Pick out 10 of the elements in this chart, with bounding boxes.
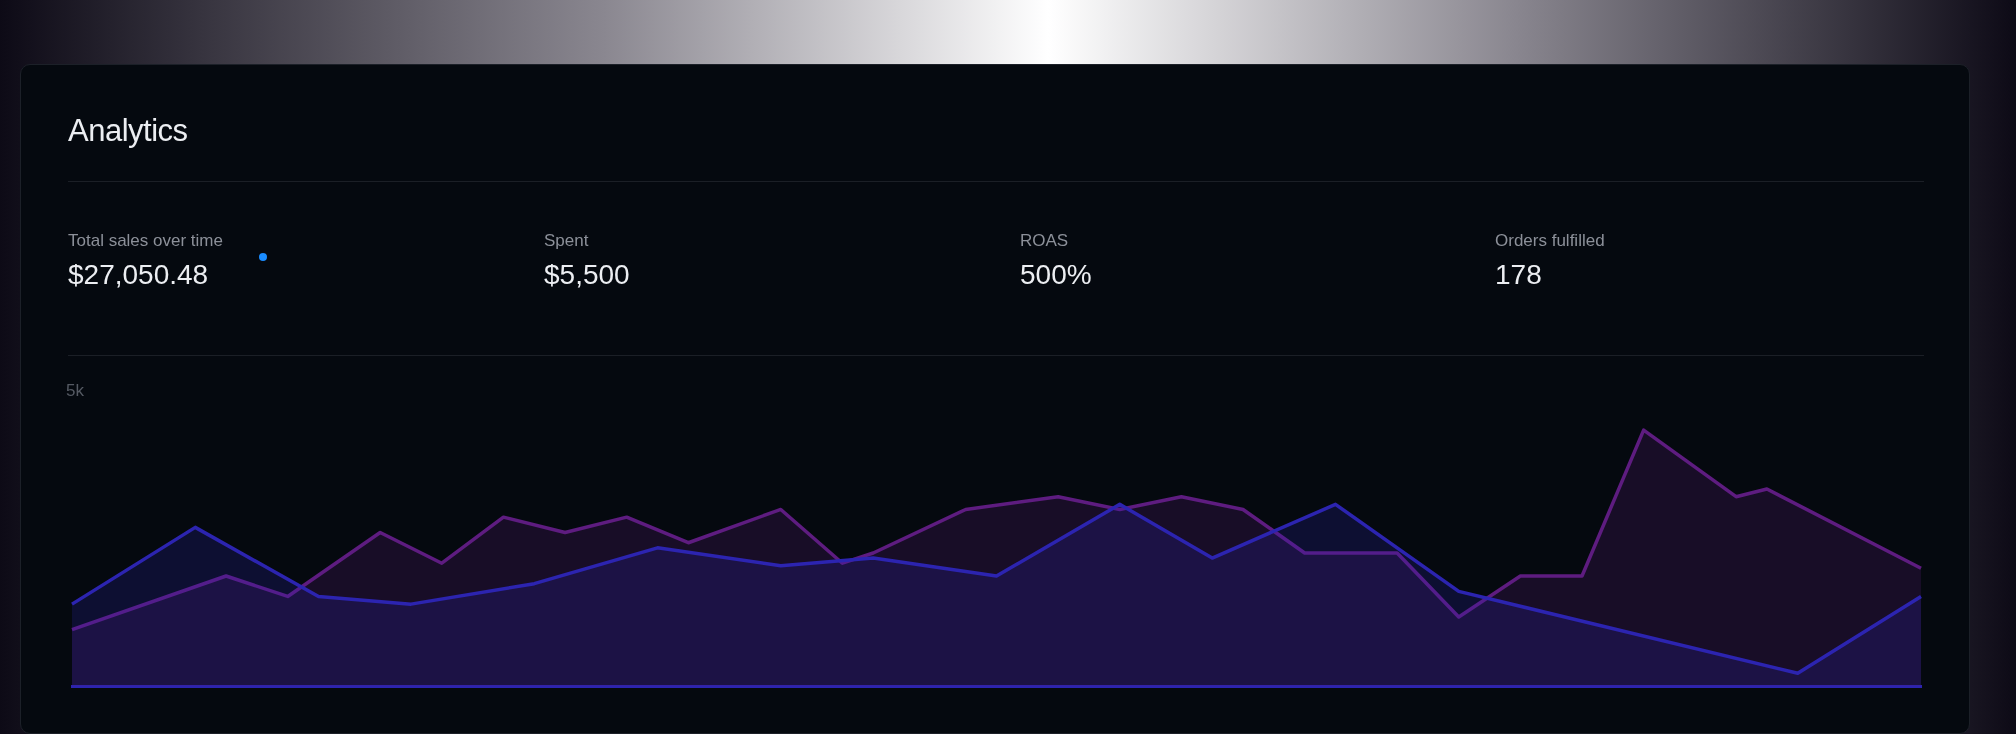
chart-title: Analytics [68, 113, 188, 149]
text: 5k [66, 381, 84, 401]
text: Orders fulfilled [1495, 231, 1605, 251]
text: ROAS [1020, 231, 1070, 251]
text: Total sales over time [68, 231, 223, 251]
text: $5,500 [544, 259, 630, 291]
text: Spent [544, 231, 590, 251]
text: 500% [1020, 259, 1092, 291]
text: 178 [1495, 259, 1543, 291]
text: $27,050.48 [68, 259, 210, 291]
